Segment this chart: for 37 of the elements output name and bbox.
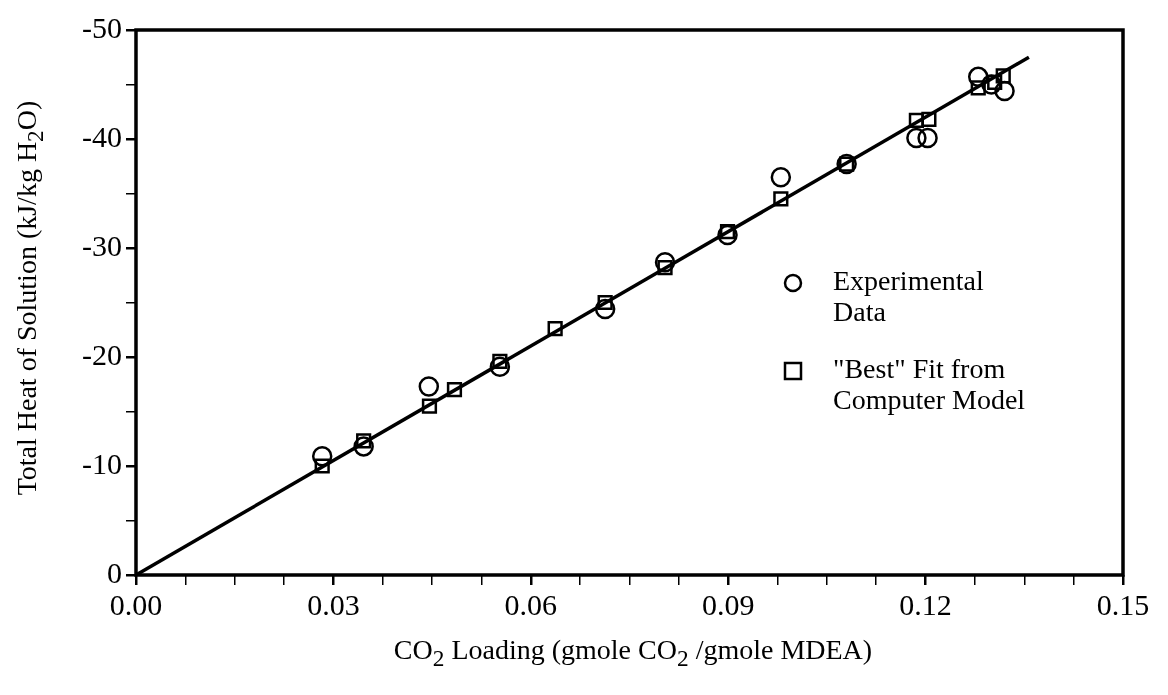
- y-tick-label: 0: [106, 555, 122, 589]
- point: [489, 356, 511, 378]
- point: [773, 191, 789, 207]
- x-tick-label: 0.03: [307, 587, 360, 621]
- point: [353, 436, 374, 457]
- point: [446, 382, 463, 398]
- point: [967, 66, 989, 88]
- point: [717, 224, 738, 246]
- point: [418, 376, 440, 397]
- point: [594, 298, 616, 320]
- legend-label: Experimental Data: [833, 265, 985, 328]
- y-tick-label: -50: [81, 10, 122, 44]
- x-tick-label: 0.15: [1096, 587, 1150, 621]
- point: [970, 80, 986, 96]
- x-tick-label: 0.00: [109, 587, 163, 621]
- point: [547, 321, 563, 337]
- point: [719, 224, 736, 240]
- x-tick-label: 0.09: [701, 587, 755, 621]
- x-tick-label: 0.12: [899, 587, 952, 621]
- point: [917, 127, 938, 149]
- point: [908, 112, 924, 129]
- point: [311, 445, 333, 467]
- point: [421, 398, 438, 414]
- y-tick-label: -30: [81, 228, 122, 262]
- point: [921, 111, 937, 127]
- x-axis-title: CO$_{2}$ Loading (gmole CO$_{2}$ /gmole MDEA): [392, 634, 874, 672]
- x-tick-label: 0.06: [504, 587, 558, 621]
- point: [654, 251, 676, 273]
- legend-label: "Best" Fit from Computer Model: [833, 353, 1026, 416]
- point: [906, 127, 927, 149]
- point: [994, 80, 1015, 102]
- y-tick-label: -20: [81, 337, 122, 371]
- point: [770, 166, 792, 188]
- point: [314, 458, 330, 474]
- point: [995, 68, 1011, 84]
- y-tick-label: -10: [81, 446, 122, 480]
- y-tick-label: -40: [81, 119, 122, 153]
